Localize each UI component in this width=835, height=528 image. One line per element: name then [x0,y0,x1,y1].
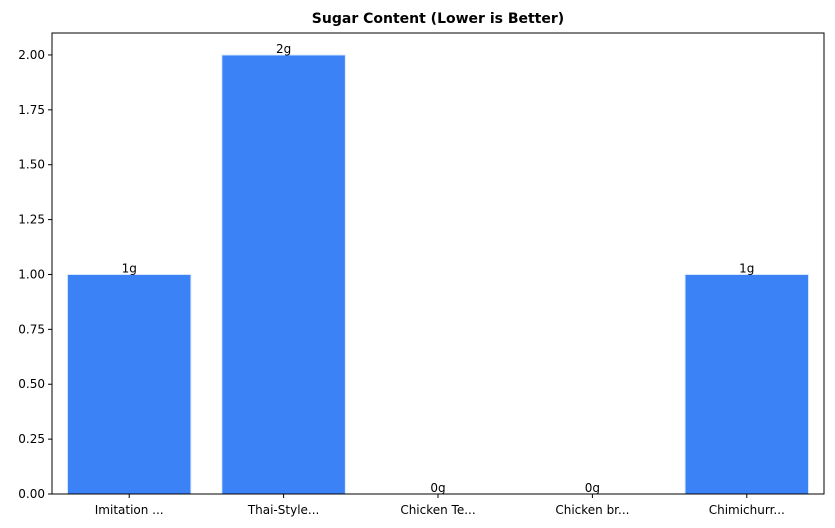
y-tick-label-3: 0.75 [18,322,45,336]
data-labels-layer: 1g 2g 0g 0g 1g [122,42,755,495]
bar-4 [684,273,810,495]
bar-1 [221,54,346,495]
y-tick-label-1: 0.25 [18,432,45,446]
y-tick-label-0: 0.00 [18,487,45,501]
y-tick-label-2: 0.50 [18,377,45,391]
y-tick-label-4: 1.00 [18,267,45,281]
data-label-3: 0g [585,481,600,495]
y-tick-label-8: 2.00 [18,48,45,62]
y-axis: 0.00 0.25 0.50 0.75 1.00 1.25 1.50 1.75 2.00 [18,48,52,501]
data-label-1: 2g [276,42,291,56]
bars-layer [66,54,810,495]
y-tick-label-5: 1.25 [18,213,45,227]
x-tick-label-4: Chimichurr... [709,503,785,517]
bar-0 [66,273,192,495]
plot-frame [51,32,825,495]
data-label-0: 1g [122,261,137,275]
chart-title: Sugar Content (Lower is Better) [312,11,564,27]
x-axis: Imitation ... Thai-Style... Chicken Te... C… [95,494,785,517]
x-tick-label-3: Chicken br... [555,503,629,517]
y-tick-label-7: 1.75 [18,103,45,117]
data-label-4: 1g [739,261,754,275]
y-tick-label-6: 1.50 [18,158,45,172]
data-label-2: 0g [430,481,445,495]
x-tick-label-0: Imitation ... [95,503,164,517]
x-tick-label-1: Thai-Style... [247,503,320,517]
x-tick-label-2: Chicken Te... [400,503,475,517]
